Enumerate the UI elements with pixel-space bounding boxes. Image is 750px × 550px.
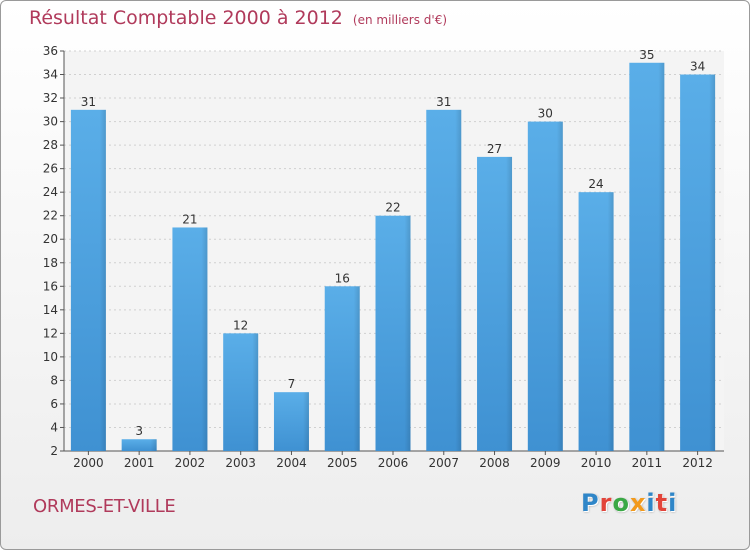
y-tick-label: 36 <box>43 44 58 58</box>
logo-letter: i <box>646 489 656 517</box>
logo-letter: r <box>599 489 613 517</box>
bar-value-label: 12 <box>233 318 248 332</box>
y-tick-label: 22 <box>43 209 58 223</box>
bar-shade <box>252 333 259 451</box>
y-tick-label: 34 <box>43 68 58 82</box>
x-tick-label: 2007 <box>428 456 459 470</box>
bar-value-label: 27 <box>487 142 502 156</box>
proxiti-logo[interactable]: Proxiti <box>581 489 677 517</box>
y-tick-label: 2 <box>50 444 58 458</box>
y-tick-label: 24 <box>43 185 58 199</box>
chart-title: Résultat Comptable 2000 à 2012 (en millie… <box>29 7 447 29</box>
logo-letter: o <box>612 489 630 517</box>
y-tick-label: 6 <box>50 397 58 411</box>
logo-letter: t <box>655 489 669 517</box>
logo-letter: x <box>629 489 647 517</box>
x-tick-label: 2010 <box>581 456 612 470</box>
bar-value-label: 3 <box>135 424 143 438</box>
x-tick-label: 2001 <box>124 456 155 470</box>
y-tick-label: 32 <box>43 91 58 105</box>
bar-shade <box>506 156 513 451</box>
y-tick-label: 28 <box>43 138 58 152</box>
bar-shade <box>556 121 563 452</box>
logo-letter: P <box>581 489 600 517</box>
bar-shade <box>404 215 411 451</box>
bar-shade <box>709 74 716 451</box>
bar-shade <box>455 109 462 451</box>
bar-shade <box>353 286 360 451</box>
x-tick-label: 2003 <box>225 456 256 470</box>
x-tick-label: 2004 <box>276 456 307 470</box>
chart-subtitle: (en milliers d'€) <box>352 13 448 27</box>
x-tick-label: 2012 <box>682 456 713 470</box>
bar-value-label: 31 <box>81 95 96 109</box>
bar-value-label: 34 <box>690 60 705 74</box>
bar-shade <box>302 392 309 451</box>
bar-value-label: 35 <box>639 48 654 62</box>
y-tick-label: 4 <box>50 420 58 434</box>
bar-value-label: 30 <box>538 107 553 121</box>
bar <box>121 439 157 451</box>
y-tick-label: 30 <box>43 115 58 129</box>
y-tick-label: 18 <box>43 256 58 270</box>
bar-shade <box>607 192 614 452</box>
x-tick-label: 2011 <box>632 456 663 470</box>
bar-value-label: 22 <box>385 201 400 215</box>
x-tick-label: 2005 <box>327 456 358 470</box>
bar-value-label: 16 <box>335 271 350 285</box>
x-tick-label: 2009 <box>530 456 561 470</box>
y-tick-label: 8 <box>50 373 58 387</box>
bar-value-label: 21 <box>182 212 197 226</box>
y-tick-label: 14 <box>43 303 58 317</box>
bar-value-label: 24 <box>588 177 603 191</box>
x-tick-label: 2002 <box>175 456 206 470</box>
chart-title-text: Résultat Comptable 2000 à 2012 <box>29 7 343 29</box>
bar-shade <box>150 439 157 451</box>
bar-value-label: 31 <box>436 95 451 109</box>
y-tick-label: 12 <box>43 326 58 340</box>
commune-name: ORMES-ET-VILLE <box>33 496 176 517</box>
bar-shade <box>201 227 208 451</box>
y-tick-label: 20 <box>43 232 58 246</box>
y-tick-label: 16 <box>43 279 58 293</box>
bar-value-label: 7 <box>288 377 296 391</box>
x-tick-label: 2000 <box>73 456 104 470</box>
bar-shade <box>658 62 665 451</box>
x-tick-label: 2006 <box>378 456 409 470</box>
y-tick-label: 10 <box>43 350 58 364</box>
logo-letter: i <box>668 489 678 517</box>
x-tick-label: 2008 <box>479 456 510 470</box>
bar-shade <box>99 109 106 451</box>
y-tick-label: 26 <box>43 162 58 176</box>
